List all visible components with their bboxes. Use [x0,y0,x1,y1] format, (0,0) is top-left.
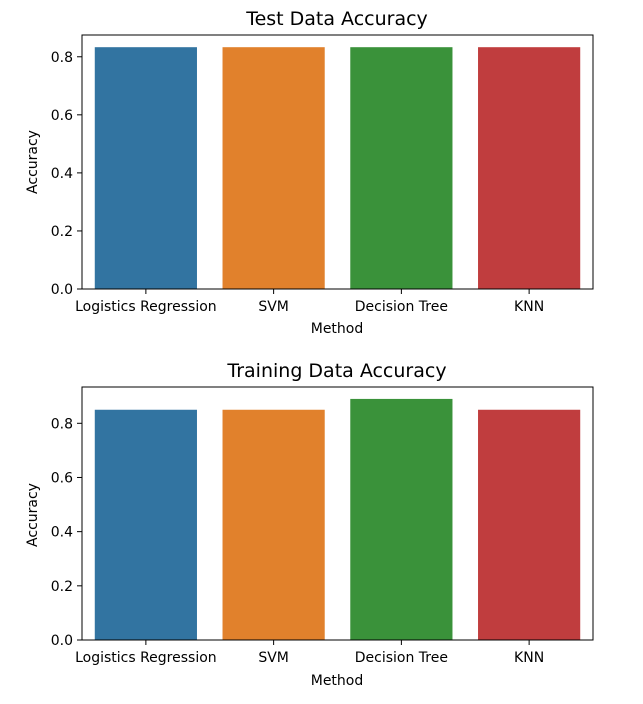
y-axis-label: Accuracy [25,483,41,547]
x-tick-label: Logistics Regression [75,299,217,315]
bar-logistics-regression [94,47,197,289]
y-tick-label: 0.8 [51,416,73,432]
bar-knn [478,409,581,640]
plot-frame [81,386,594,641]
y-tick-label: 0.8 [51,50,73,66]
y-tick-label: 0.0 [51,633,73,649]
y-tick-label: 0.6 [51,108,73,124]
x-tick-label: SVM [258,299,289,315]
x-tick-label: KNN [514,650,544,666]
y-tick-label: 0.4 [51,166,73,182]
x-axis-label: Method [311,321,364,337]
x-tick-label: SVM [258,650,289,666]
x-tick-label: Logistics Regression [75,650,217,666]
x-axis-label: Method [311,673,364,689]
bar-logistics-regression [94,409,197,640]
bar-svm [222,47,325,289]
y-tick-label: 0.4 [51,525,73,541]
bar-decision-tree [350,47,453,289]
training-accuracy-chart: Training Data Accuracy Method Accuracy L… [25,360,594,689]
bar-knn [478,47,581,289]
bar-svm [222,409,325,640]
y-tick-label: 0.0 [51,282,73,298]
y-tick-label: 0.2 [51,224,73,240]
chart-title: Training Data Accuracy [226,360,446,382]
chart-title: Test Data Accuracy [245,8,428,30]
y-axis-label: Accuracy [25,130,41,194]
y-tick-label: 0.2 [51,579,73,595]
test-accuracy-chart: Test Data Accuracy Method Accuracy Logis… [25,8,594,337]
x-tick-label: Decision Tree [355,650,448,666]
x-tick-label: Decision Tree [355,299,448,315]
bar-decision-tree [350,398,453,640]
plot-frame [81,34,594,290]
y-tick-label: 0.6 [51,470,73,486]
x-tick-label: KNN [514,299,544,315]
